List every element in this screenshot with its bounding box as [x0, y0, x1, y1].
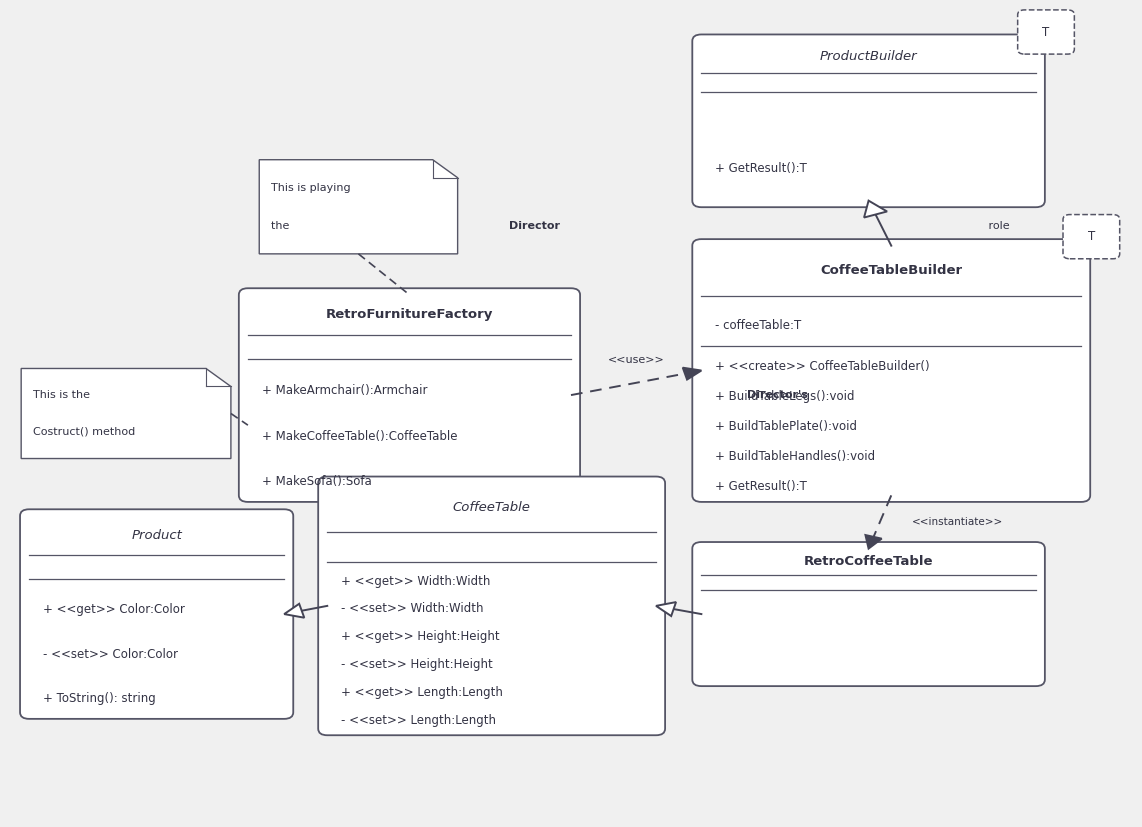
Text: + <<get>> Width:Width: + <<get>> Width:Width	[340, 575, 490, 588]
Polygon shape	[284, 604, 304, 618]
Polygon shape	[259, 160, 458, 254]
Text: + <<create>> CoffeeTableBuilder(): + <<create>> CoffeeTableBuilder()	[715, 360, 930, 373]
Text: RetroFurnitureFactory: RetroFurnitureFactory	[325, 308, 493, 322]
FancyBboxPatch shape	[692, 542, 1045, 686]
Text: This is the: This is the	[32, 390, 93, 400]
FancyBboxPatch shape	[319, 476, 665, 735]
Polygon shape	[22, 369, 231, 458]
Text: <<use>>: <<use>>	[608, 355, 665, 365]
FancyBboxPatch shape	[1018, 10, 1075, 54]
Text: - <<set>> Height:Height: - <<set>> Height:Height	[340, 658, 492, 672]
Text: + BuildTableHandles():void: + BuildTableHandles():void	[715, 450, 875, 463]
Polygon shape	[656, 602, 676, 616]
FancyBboxPatch shape	[692, 239, 1091, 502]
Polygon shape	[866, 535, 882, 548]
FancyBboxPatch shape	[239, 289, 580, 502]
FancyBboxPatch shape	[21, 509, 293, 719]
Text: the: the	[271, 221, 292, 231]
Text: + <<get>> Height:Height: + <<get>> Height:Height	[340, 630, 499, 643]
Polygon shape	[683, 368, 701, 380]
Text: - coffeeTable:T: - coffeeTable:T	[715, 319, 802, 332]
Text: + BuildTableLegs():void: + BuildTableLegs():void	[715, 390, 854, 403]
Text: + <<get>> Color:Color: + <<get>> Color:Color	[42, 604, 185, 616]
Text: This is playing: This is playing	[271, 183, 351, 193]
Text: + BuildTablePlate():void: + BuildTablePlate():void	[715, 420, 856, 433]
Text: CoffeeTableBuilder: CoffeeTableBuilder	[820, 264, 963, 277]
FancyBboxPatch shape	[1063, 214, 1119, 259]
Text: + MakeCoffeeTable():CoffeeTable: + MakeCoffeeTable():CoffeeTable	[262, 430, 457, 442]
Text: - <<set>> Width:Width: - <<set>> Width:Width	[340, 603, 483, 615]
Text: Costruct() method: Costruct() method	[32, 427, 135, 437]
Text: Product: Product	[131, 529, 182, 542]
Text: T: T	[1043, 26, 1049, 39]
Text: + <<get>> Length:Length: + <<get>> Length:Length	[340, 686, 502, 699]
Text: Director's: Director's	[747, 390, 807, 400]
Text: CoffeeTable: CoffeeTable	[452, 501, 531, 514]
Text: - <<set>> Color:Color: - <<set>> Color:Color	[42, 648, 178, 661]
Text: + ToString(): string: + ToString(): string	[42, 692, 155, 705]
Text: role: role	[984, 221, 1010, 231]
Text: + GetResult():T: + GetResult():T	[715, 480, 807, 493]
Text: ProductBuilder: ProductBuilder	[820, 50, 917, 64]
Text: + GetResult():T: + GetResult():T	[715, 161, 807, 174]
Text: RetroCoffeeTable: RetroCoffeeTable	[804, 555, 933, 568]
Polygon shape	[864, 201, 887, 218]
Text: - <<set>> Length:Length: - <<set>> Length:Length	[340, 714, 496, 727]
Text: T: T	[1087, 230, 1095, 243]
FancyBboxPatch shape	[692, 35, 1045, 208]
Text: + MakeSofa():Sofa: + MakeSofa():Sofa	[262, 476, 371, 488]
Text: Director: Director	[508, 221, 560, 231]
Text: <<instantiate>>: <<instantiate>>	[911, 517, 1003, 527]
Text: + MakeArmchair():Armchair: + MakeArmchair():Armchair	[262, 385, 427, 397]
